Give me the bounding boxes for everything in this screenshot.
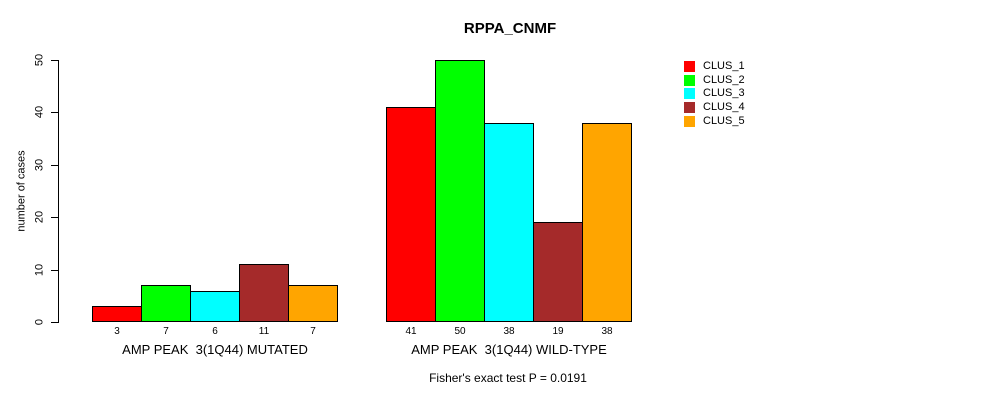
bar-value-label: 11 <box>258 326 270 337</box>
bar-value-label: 3 <box>114 326 120 337</box>
bar-value-label: 41 <box>405 326 417 337</box>
y-tick-mark <box>51 322 58 323</box>
y-tick-label-text: 50 <box>33 53 46 67</box>
bar-clus_1-group1 <box>386 107 436 322</box>
legend-item: CLUS_5 <box>684 114 745 128</box>
y-tick-mark <box>51 217 58 218</box>
legend-label: CLUS_1 <box>703 60 745 73</box>
bar-value-label: 7 <box>310 326 316 337</box>
y-tick-mark <box>51 112 58 113</box>
y-axis-title-text: number of cases <box>15 150 28 232</box>
y-tick-label-text: 0 <box>33 318 46 326</box>
bar-value-label: 6 <box>212 326 218 337</box>
bar-clus_3-group0 <box>190 291 240 322</box>
y-tick-mark <box>51 270 58 271</box>
legend-swatch-clus_2 <box>684 74 695 86</box>
y-tick-label-text: 20 <box>33 210 46 224</box>
y-tick-mark <box>51 60 58 61</box>
fisher-test-annotation: Fisher's exact test P = 0.0191 <box>429 371 587 385</box>
legend-swatch-clus_3 <box>684 88 695 100</box>
legend-swatch-clus_1 <box>684 61 695 73</box>
bar-clus_4-group1 <box>533 222 583 322</box>
bar-clus_4-group0 <box>239 264 289 322</box>
legend-item: CLUS_4 <box>684 101 745 115</box>
y-tick-label-text: 40 <box>33 105 46 119</box>
legend-item: CLUS_3 <box>684 87 745 101</box>
bar-clus_2-group1 <box>435 60 485 322</box>
y-tick-mark <box>51 165 58 166</box>
legend-label: CLUS_5 <box>703 114 745 127</box>
y-tick-label-text: 30 <box>33 158 46 172</box>
legend: CLUS_1 CLUS_2 CLUS_3 CLUS_4 CLUS_5 <box>684 60 745 128</box>
x-group-label-wild-type: AMP PEAK 3(1Q44) WILD-TYPE <box>411 342 607 357</box>
chart-title: RPPA_CNMF <box>463 20 557 37</box>
x-group-label-mutated: AMP PEAK 3(1Q44) MUTATED <box>122 342 308 357</box>
y-tick-label-text: 10 <box>33 263 46 277</box>
bar-clus_5-group0 <box>288 285 338 322</box>
bar-value-label: 7 <box>163 326 169 337</box>
legend-label: CLUS_2 <box>703 73 745 86</box>
bar-clus_1-group0 <box>92 306 142 322</box>
legend-swatch-clus_5 <box>684 115 695 127</box>
legend-label: CLUS_3 <box>703 87 745 100</box>
bar-value-label: 38 <box>601 326 613 337</box>
bar-value-label: 19 <box>552 326 564 337</box>
y-axis-line <box>58 60 59 323</box>
legend-item: CLUS_2 <box>684 74 745 88</box>
legend-swatch-clus_4 <box>684 102 695 114</box>
bar-clus_2-group0 <box>141 285 191 322</box>
bar-value-label: 50 <box>454 326 466 337</box>
bar-value-label: 38 <box>503 326 515 337</box>
legend-item: CLUS_1 <box>684 60 745 74</box>
legend-label: CLUS_4 <box>703 101 745 114</box>
bar-clus_5-group1 <box>582 123 632 322</box>
bar-clus_3-group1 <box>484 123 534 322</box>
